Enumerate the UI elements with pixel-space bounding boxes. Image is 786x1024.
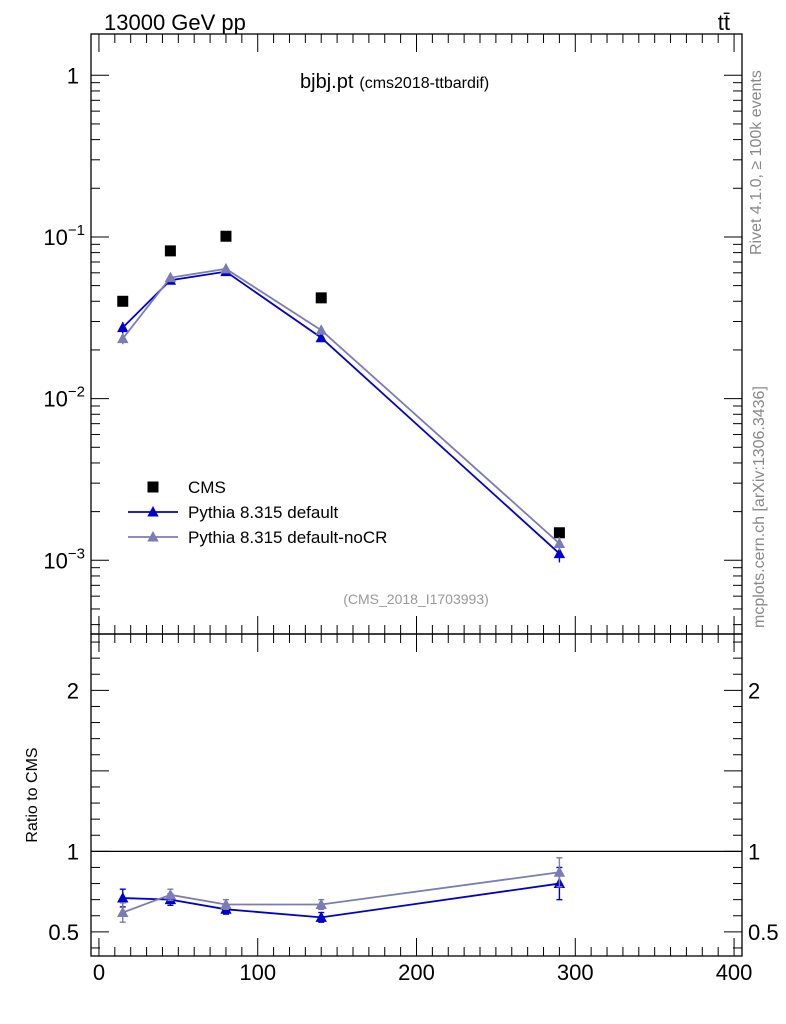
ratio-series-pythia-nocr [117, 857, 566, 923]
ratio-plot-panel: 0.5 0.5 1 1 2 2 0 100 200 300 400 Ratio to CMS [24, 633, 779, 985]
legend-label: CMS [188, 478, 226, 497]
data-point-square [220, 230, 232, 242]
data-point-triangle [164, 271, 177, 283]
data-point-triangle [117, 332, 129, 344]
ratio-y-tick-label: 2 [67, 678, 79, 703]
legend-marker-triangle [147, 506, 159, 517]
mcplots-label: mcplots.cern.ch [arXiv:1306.3436] [751, 386, 768, 628]
main-series-group [117, 230, 566, 563]
ratio-y-tick-label-right: 1 [748, 839, 760, 864]
plot-title: bjbj.pt (cms2018-ttbardif) [300, 71, 489, 93]
legend-item: Pythia 8.315 default [128, 503, 339, 522]
main-y-tick-label: 10−1 [43, 222, 85, 250]
ratio-y-axis-label: Ratio to CMS [24, 747, 41, 842]
ratio-series-group [117, 857, 566, 923]
ratio-data-point [117, 892, 129, 903]
x-tick-labels: 0 100 200 300 400 [93, 960, 753, 985]
legend-marker-square [147, 481, 159, 493]
ratio-data-point [220, 898, 232, 909]
series-pythia-default [117, 265, 566, 563]
data-point-triangle [220, 262, 232, 274]
data-point-triangle [315, 331, 327, 343]
data-point-triangle [117, 321, 129, 333]
energy-label: 13000 GeV pp [104, 10, 246, 35]
legend-item: Pythia 8.315 default-noCR [128, 528, 387, 547]
ratio-data-point [553, 866, 566, 877]
ratio-data-point [315, 911, 327, 922]
legend-item: CMS [147, 478, 226, 497]
main-axis-ticks [91, 34, 742, 634]
plot-title-sub: (cms2018-ttbardif) [359, 75, 489, 92]
legend: CMS Pythia 8.315 default Pythia 8.315 defa… [128, 478, 387, 547]
legend-label: Pythia 8.315 default [188, 503, 339, 522]
data-point-square [164, 245, 176, 257]
plot-title-main: bjbj.pt [300, 71, 354, 93]
x-tick-label: 200 [398, 960, 435, 985]
ratio-y-tick-label: 1 [67, 839, 79, 864]
ratio-axis-ticks [91, 634, 742, 956]
x-tick-label: 300 [557, 960, 594, 985]
ratio-data-point [164, 888, 177, 900]
x-tick-label: 400 [716, 960, 753, 985]
main-y-tick-label: 10−2 [43, 384, 85, 412]
ratio-data-point [315, 898, 327, 909]
data-point-square [553, 527, 565, 539]
analysis-tag: (CMS_2018_I1703993) [343, 591, 489, 607]
ratio-y-tick-label-right: 0.5 [748, 920, 779, 945]
data-point-triangle [553, 537, 566, 549]
ratio-series-pythia-default [117, 866, 566, 923]
main-y-tick-label: 10−3 [43, 545, 85, 573]
ratio-plot-frame [90, 633, 743, 957]
legend-label: Pythia 8.315 default-noCR [188, 528, 387, 547]
rivet-label: Rivet 4.1.0, ≥ 100k events [748, 70, 765, 255]
x-tick-label: 0 [93, 960, 105, 985]
main-plot-panel: 110−110−210−3 bjbj.pt (cms2018-ttbardif) … [43, 33, 743, 635]
legend-marker-triangle [147, 531, 159, 542]
data-point-triangle [315, 324, 327, 335]
process-label: tt̄ [718, 10, 730, 35]
data-point-square [117, 295, 129, 307]
series-cms [117, 230, 565, 539]
x-tick-label: 100 [239, 960, 276, 985]
data-point-triangle [553, 547, 566, 559]
main-y-tick-labels: 1 10−1 10−2 10−3 [43, 63, 85, 573]
data-point-square [315, 292, 327, 304]
ratio-data-point [117, 906, 129, 918]
series-pythia-nocr [117, 262, 566, 551]
ratio-y-tick-labels: 0.5 0.5 1 1 2 2 [48, 678, 778, 945]
main-y-tick-label: 1 [67, 63, 79, 88]
ratio-series-line [122, 882, 560, 919]
ratio-y-tick-label: 0.5 [48, 920, 79, 945]
ratio-y-tick-label-right: 2 [748, 678, 760, 703]
